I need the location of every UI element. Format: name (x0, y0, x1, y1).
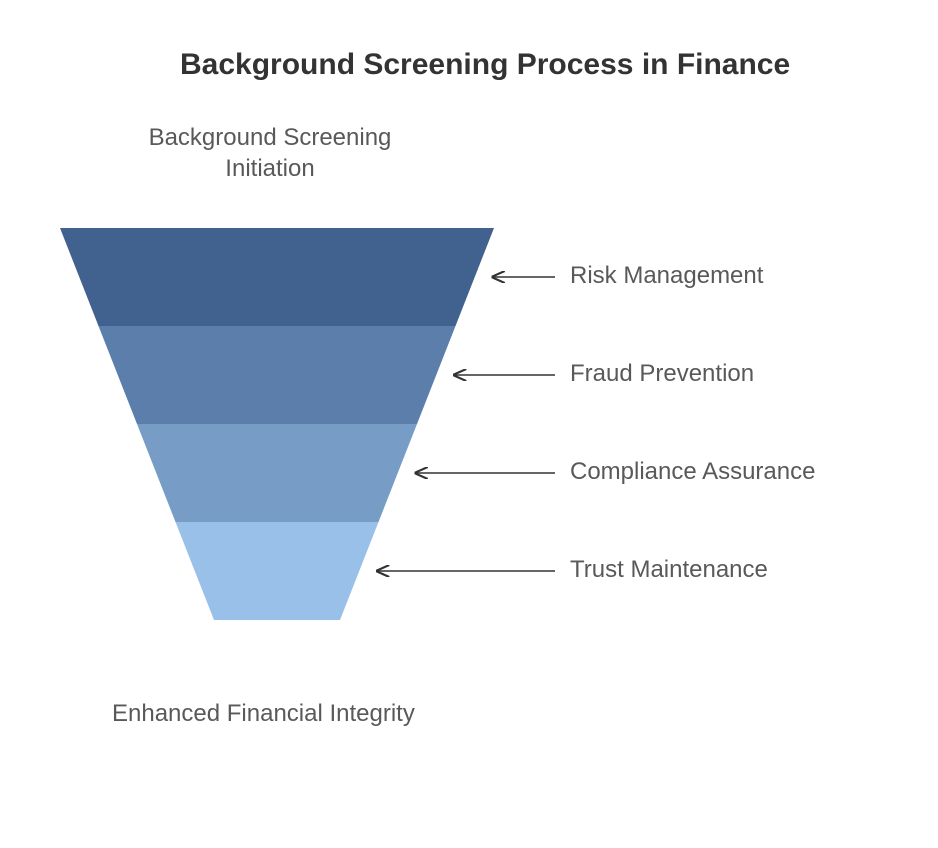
side-label-3: Trust Maintenance (570, 556, 768, 584)
side-label-2: Compliance Assurance (570, 458, 815, 486)
bottom-label: Enhanced Financial Integrity (112, 700, 415, 728)
side-label-0: Risk Management (570, 262, 763, 290)
side-label-1: Fraud Prevention (570, 360, 754, 388)
funnel-band-1 (99, 326, 456, 424)
diagram-title: Background Screening Process in Finance (180, 48, 790, 82)
funnel-band-2 (137, 424, 417, 522)
funnel-band-3 (176, 522, 379, 620)
funnel-band-0 (60, 228, 494, 326)
top-label: Background ScreeningInitiation (120, 122, 420, 184)
